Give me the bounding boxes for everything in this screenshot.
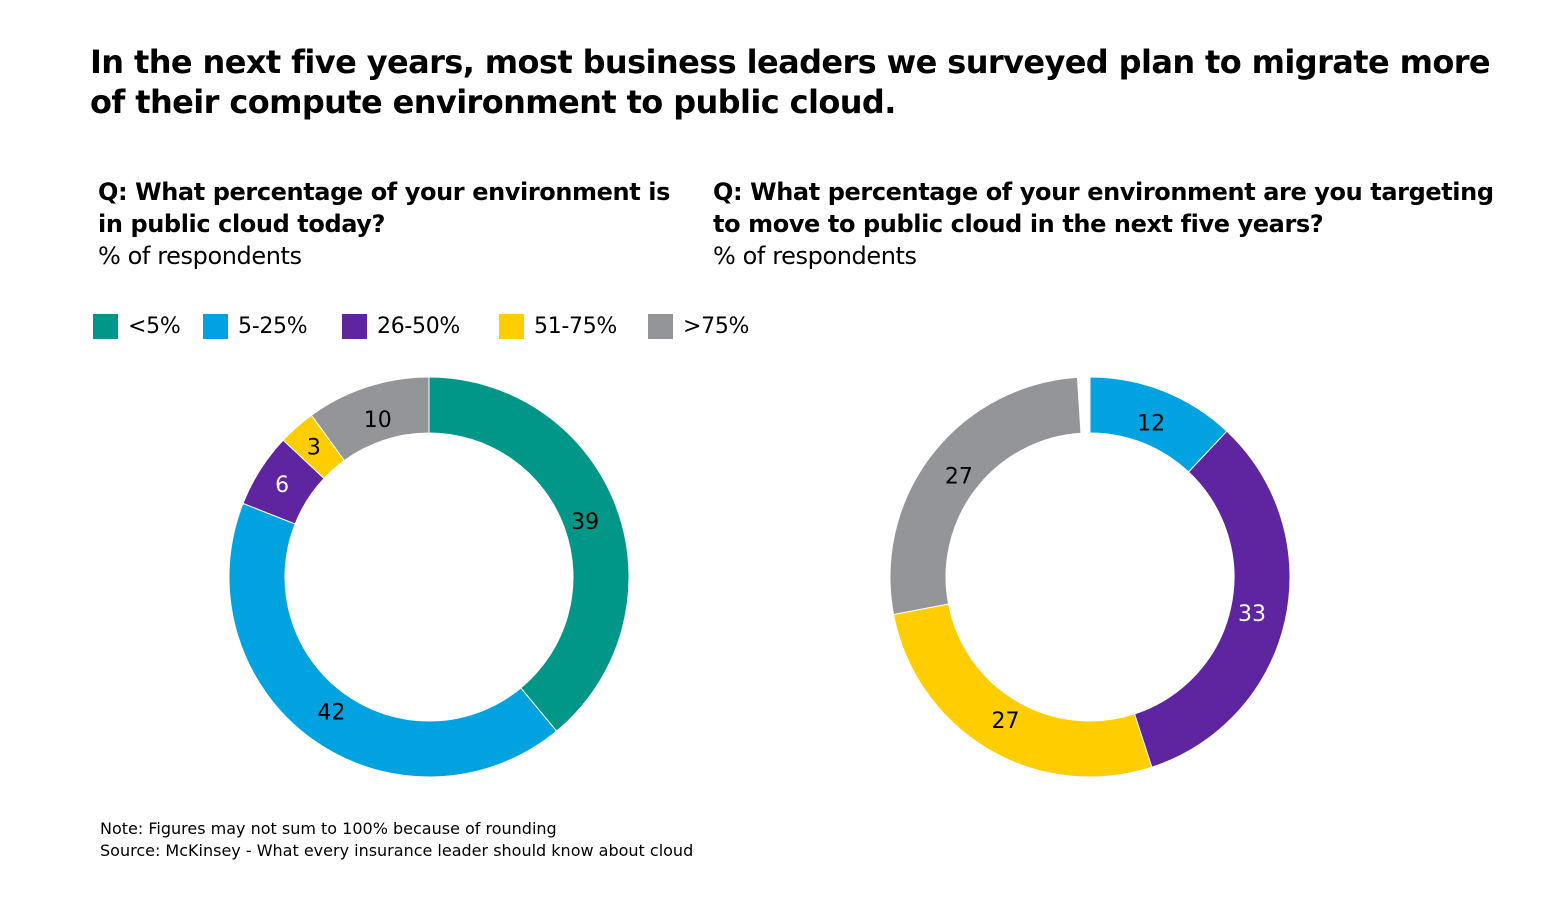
legend-swatch bbox=[342, 313, 367, 339]
donut-slice--75- bbox=[310, 376, 430, 462]
donut-slice-26-50- bbox=[1133, 430, 1291, 768]
data-label: 27 bbox=[991, 709, 1019, 734]
data-label: 42 bbox=[317, 700, 345, 725]
donut-slice-5-25- bbox=[228, 502, 558, 778]
legend-label: 51-75% bbox=[534, 313, 618, 339]
legend-swatch bbox=[93, 313, 118, 339]
legend-item-26-50: 26-50% bbox=[342, 313, 499, 339]
chart-title: In the next five years, most business le… bbox=[90, 43, 1491, 121]
data-label: 6 bbox=[275, 473, 289, 498]
data-label: 10 bbox=[364, 408, 392, 433]
donut-chart-today: 39 42 63 10 bbox=[228, 376, 630, 778]
legend: <5% 5-25% 26-50% 51-75% >75% bbox=[93, 312, 749, 340]
footer-note: Note: Figures may not sum to 100% becaus… bbox=[100, 819, 557, 838]
left-question-subtitle: % of respondents bbox=[98, 242, 302, 270]
right-question: Q: What percentage of your environment a… bbox=[713, 176, 1513, 272]
footer: Note: Figures may not sum to 100% becaus… bbox=[100, 818, 693, 862]
legend-item-gt75: >75% bbox=[648, 313, 750, 339]
legend-label: 5-25% bbox=[238, 313, 308, 339]
legend-swatch bbox=[499, 313, 524, 339]
data-label: 39 bbox=[571, 510, 599, 535]
donut-chart-five-years: 12 33 27 27 bbox=[889, 376, 1291, 778]
legend-label: <5% bbox=[128, 313, 181, 339]
footer-source: Source: McKinsey - What every insurance … bbox=[100, 841, 694, 860]
left-question: Q: What percentage of your environment i… bbox=[98, 176, 678, 272]
left-question-text: Q: What percentage of your environment i… bbox=[98, 178, 670, 238]
legend-item-5-25: 5-25% bbox=[203, 313, 342, 339]
donut-slice--5- bbox=[428, 376, 630, 732]
donut-slice--75- bbox=[889, 376, 1082, 616]
legend-swatch bbox=[648, 313, 673, 339]
data-label: 33 bbox=[1238, 602, 1266, 627]
legend-label: >75% bbox=[683, 313, 750, 339]
legend-item-51-75: 51-75% bbox=[499, 313, 648, 339]
data-label: 3 bbox=[307, 435, 321, 460]
donut-slice-51-75- bbox=[892, 603, 1153, 778]
data-label: 12 bbox=[1137, 412, 1165, 437]
right-question-text: Q: What percentage of your environment a… bbox=[713, 178, 1494, 238]
legend-label: 26-50% bbox=[377, 313, 461, 339]
data-label: 27 bbox=[945, 464, 973, 489]
legend-swatch bbox=[203, 313, 228, 339]
right-question-subtitle: % of respondents bbox=[713, 242, 917, 270]
legend-item-lt5: <5% bbox=[93, 313, 203, 339]
